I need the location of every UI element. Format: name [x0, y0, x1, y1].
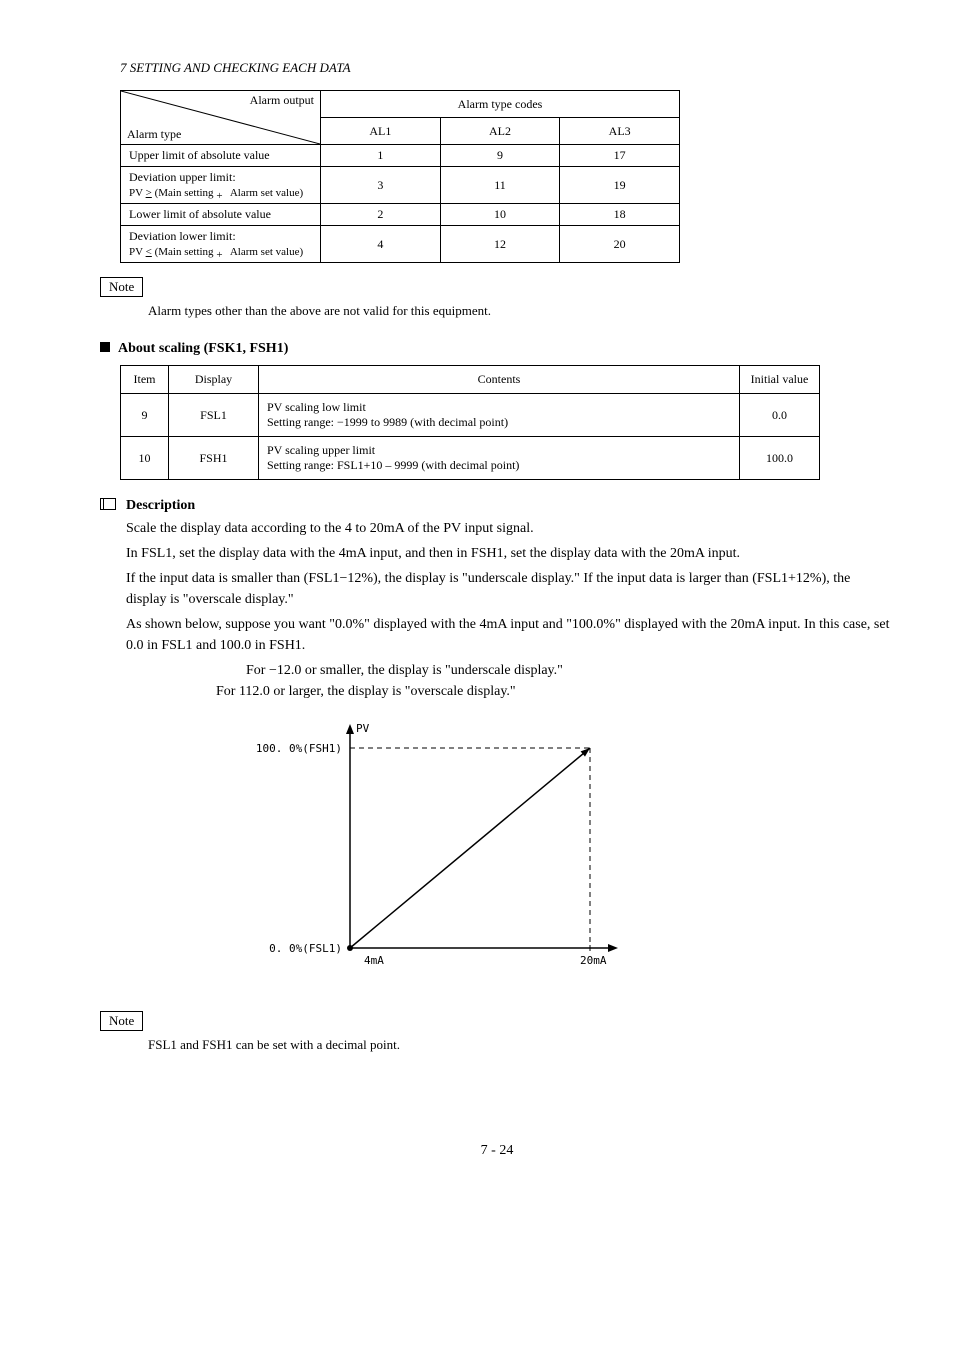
square-bullet-icon	[100, 342, 110, 352]
col-al1: AL1	[321, 118, 441, 145]
hollow-box-icon	[100, 498, 116, 510]
svg-text:PV: PV	[356, 722, 370, 735]
diag-bot-label: Alarm type	[127, 127, 181, 142]
note-text-2: FSL1 and FSH1 can be set with a decimal …	[148, 1037, 894, 1053]
description-heading: Description	[126, 498, 195, 513]
svg-text:20mA: 20mA	[580, 954, 607, 967]
diag-header-cell: Alarm output Alarm type	[121, 91, 321, 145]
subsection-title: About scaling (FSK1, FSH1)	[118, 341, 288, 356]
svg-text:4mA: 4mA	[364, 954, 384, 967]
scaling-table: Item Display Contents Initial value 9 FS…	[120, 365, 820, 480]
col-al2: AL2	[440, 118, 560, 145]
subsection-heading: About scaling (FSK1, FSH1)	[100, 341, 894, 357]
col-al3: AL3	[560, 118, 680, 145]
diag-top-label: Alarm output	[250, 93, 314, 108]
alarm-type-table: Alarm output Alarm type Alarm type codes…	[120, 90, 680, 263]
page-header: 7 SETTING AND CHECKING EACH DATA	[120, 60, 894, 76]
table-row: 9 FSL1 PV scaling low limit Setting rang…	[121, 394, 820, 437]
table-row: Upper limit of absolute value 1 9 17	[121, 145, 680, 167]
col-item: Item	[121, 366, 169, 394]
col-initial: Initial value	[740, 366, 820, 394]
note-label: Note	[100, 277, 143, 297]
description-text: Scale the display data according to the …	[126, 518, 894, 702]
alarm-type-codes-header: Alarm type codes	[321, 91, 680, 118]
table-row: Deviation upper limit: PV > (Main settin…	[121, 167, 680, 204]
table-row: Lower limit of absolute value 2 10 18	[121, 204, 680, 226]
table-row: Deviation lower limit: PV < (Main settin…	[121, 226, 680, 263]
page-number: 7 - 24	[100, 1143, 894, 1159]
svg-text:100. 0%(FSH1): 100. 0%(FSH1)	[256, 742, 342, 755]
svg-text:0. 0%(FSL1): 0. 0%(FSL1)	[269, 942, 342, 955]
col-contents: Contents	[259, 366, 740, 394]
note-text: Alarm types other than the above are not…	[148, 303, 894, 319]
table-row: 10 FSH1 PV scaling upper limit Setting r…	[121, 437, 820, 480]
col-display: Display	[169, 366, 259, 394]
note-label-2: Note	[100, 1011, 143, 1031]
scaling-chart: PV 100. 0%(FSH1) 0. 0%(FSL1) 4mA 20mA	[220, 718, 894, 983]
